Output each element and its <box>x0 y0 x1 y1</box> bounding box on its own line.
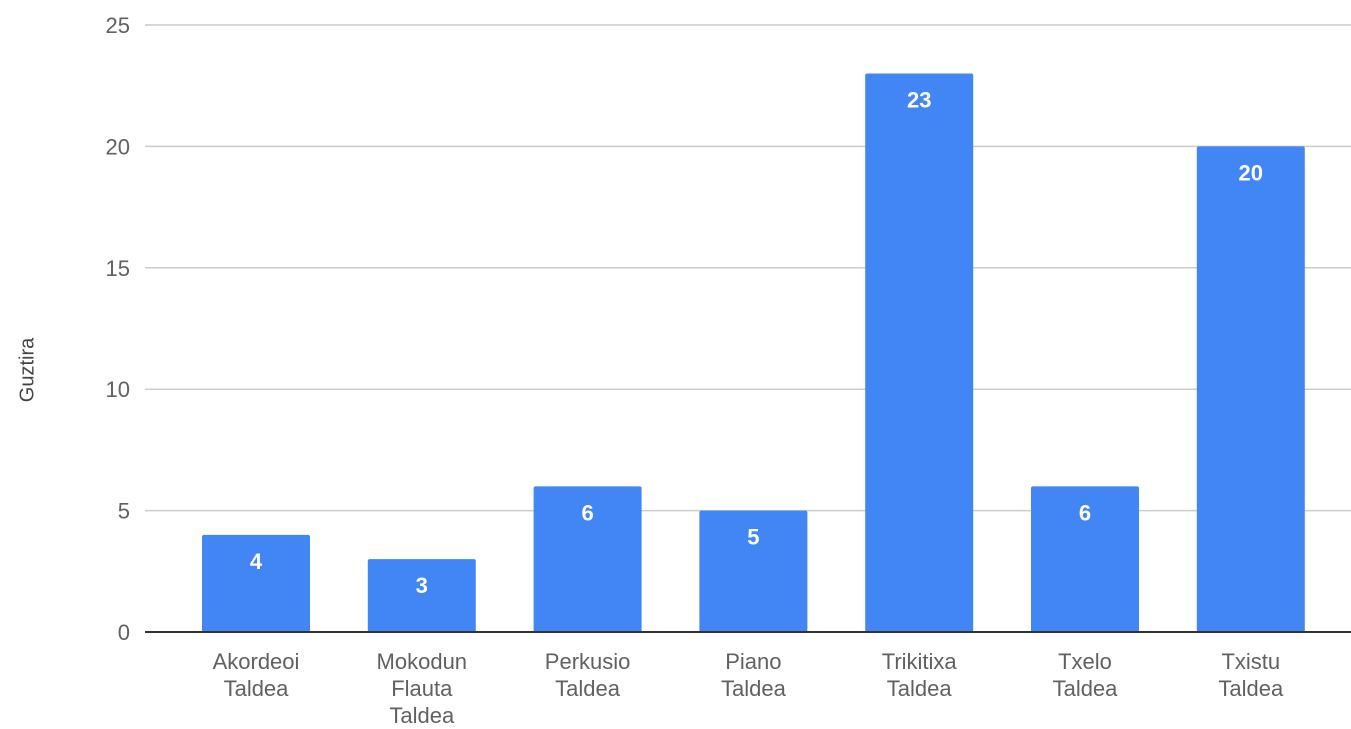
bar <box>865 73 974 632</box>
data-label: 6 <box>1079 500 1091 525</box>
x-tick-label: Txelo Taldea <box>1053 649 1119 701</box>
bar <box>1196 146 1305 632</box>
y-tick-label: 25 <box>106 13 130 38</box>
bar <box>367 559 476 632</box>
bar <box>699 510 808 632</box>
bar <box>533 486 642 632</box>
y-axis-ticks: 0 5 10 15 20 25 <box>106 13 130 645</box>
data-label: 20 <box>1239 160 1263 185</box>
data-label: 23 <box>907 88 931 113</box>
bar <box>1031 486 1139 632</box>
x-tick-label: Txistu Taldea <box>1218 649 1284 701</box>
bar <box>202 534 310 632</box>
data-labels: 4 3 6 5 23 6 20 <box>250 88 1263 599</box>
bars <box>202 73 1305 632</box>
x-tick-label: Mokodun Flauta Taldea <box>377 649 468 728</box>
x-axis-ticks: Akordeoi Taldea Mokodun Flauta Taldea Perkusi… <box>213 649 1284 728</box>
x-tick-label: Akordeoi Taldea <box>213 649 300 701</box>
y-tick-label: 20 <box>106 134 130 159</box>
data-label: 6 <box>581 500 593 525</box>
data-label: 5 <box>747 525 759 550</box>
data-label: 3 <box>416 573 428 598</box>
y-tick-label: 0 <box>118 620 130 645</box>
x-tick-label: Trikitixa Taldea <box>882 649 958 701</box>
x-tick-label: Perkusio Taldea <box>545 649 631 701</box>
x-tick-label: Piano Taldea <box>721 649 787 701</box>
y-axis-label: Guztira <box>16 337 38 402</box>
y-tick-label: 5 <box>118 499 130 524</box>
data-label: 4 <box>250 549 263 574</box>
gridlines <box>145 24 1351 512</box>
y-tick-label: 15 <box>106 256 130 281</box>
y-tick-label: 10 <box>106 377 130 402</box>
